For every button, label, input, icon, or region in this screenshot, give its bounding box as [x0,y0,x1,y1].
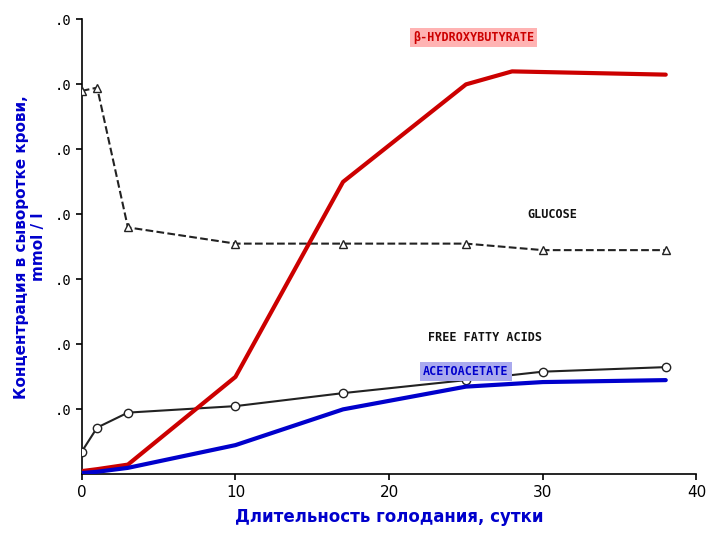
Text: FREE FATTY ACIDS: FREE FATTY ACIDS [428,332,541,345]
Text: ACETOACETATE: ACETOACETATE [423,365,509,378]
X-axis label: Длительность голодания, сутки: Длительность голодания, сутки [235,508,544,526]
Text: β-HYDROXYBUTYRATE: β-HYDROXYBUTYRATE [413,31,534,44]
Text: GLUCOSE: GLUCOSE [528,208,577,221]
Y-axis label: Концентрация в сыворотке крови,
mmol / l: Концентрация в сыворотке крови, mmol / l [14,95,46,399]
